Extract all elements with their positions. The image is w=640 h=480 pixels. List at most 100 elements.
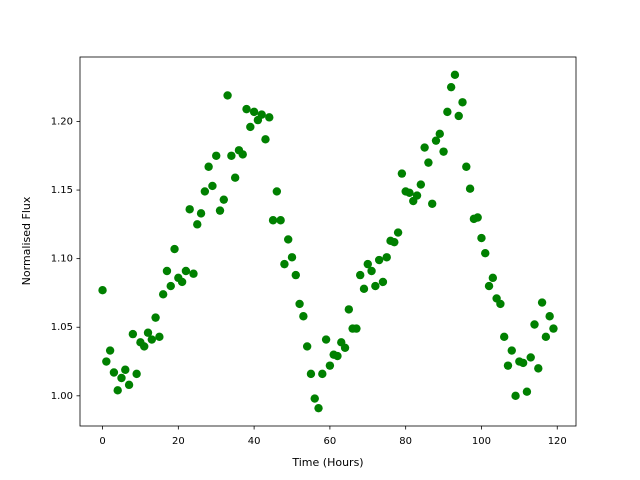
data-point <box>420 143 429 152</box>
data-point <box>511 391 520 401</box>
data-point <box>526 353 535 362</box>
data-point <box>143 328 153 337</box>
data-point <box>333 351 342 361</box>
data-point <box>242 104 251 114</box>
data-point <box>196 209 206 218</box>
data-point <box>299 312 308 321</box>
y-tick-label: 1.15 <box>51 185 73 196</box>
data-point <box>227 151 236 160</box>
data-point <box>549 324 558 333</box>
x-tick-label: 120 <box>548 436 567 447</box>
data-point <box>488 273 498 283</box>
data-point <box>462 162 471 171</box>
data-point <box>371 281 380 291</box>
data-point <box>310 394 319 403</box>
data-point <box>416 180 426 189</box>
data-point <box>499 332 509 342</box>
data-point <box>257 110 266 119</box>
data-point <box>545 312 554 321</box>
data-point <box>530 320 539 329</box>
data-point <box>193 220 202 229</box>
data-point <box>177 277 187 287</box>
data-point <box>318 369 327 379</box>
data-point <box>272 187 282 196</box>
data-point <box>261 135 270 144</box>
data-point <box>215 206 225 215</box>
data-point <box>98 285 107 295</box>
y-tick-label: 1.20 <box>51 116 73 127</box>
data-point <box>518 358 528 368</box>
data-point <box>484 281 494 291</box>
data-point <box>230 173 240 182</box>
data-point <box>321 335 331 344</box>
data-point <box>439 147 448 156</box>
data-point <box>496 299 505 309</box>
plot-frame <box>79 56 577 427</box>
data-point <box>390 237 399 247</box>
x-tick-label: 60 <box>324 436 337 447</box>
data-point <box>428 199 437 208</box>
x-tick-label: 0 <box>99 436 105 447</box>
data-point <box>147 335 157 344</box>
data-point <box>268 216 278 225</box>
data-point <box>249 107 259 117</box>
data-point <box>223 91 232 100</box>
data-point <box>314 403 323 413</box>
data-point <box>507 346 516 355</box>
data-point <box>359 284 369 294</box>
data-point <box>454 111 463 121</box>
data-point <box>113 386 122 395</box>
data-point <box>284 235 293 244</box>
data-point <box>352 324 361 333</box>
data-point <box>382 253 391 262</box>
data-point <box>306 369 316 379</box>
data-point <box>219 195 228 204</box>
data-point <box>121 365 130 374</box>
data-point <box>344 305 354 314</box>
x-axis-label: Time (Hours) <box>291 456 363 469</box>
data-point <box>117 373 126 383</box>
x-tick-label: 40 <box>248 436 261 447</box>
data-point <box>109 368 119 377</box>
data-point <box>105 346 115 355</box>
data-point <box>185 205 194 214</box>
data-point <box>443 107 452 117</box>
data-point <box>204 162 213 171</box>
data-point <box>295 299 304 309</box>
data-point <box>367 266 376 276</box>
data-point <box>170 244 179 254</box>
data-point <box>522 387 532 396</box>
data-point <box>162 266 172 276</box>
y-tick-label: 1.05 <box>51 322 73 333</box>
y-tick-label: 1.10 <box>51 254 73 265</box>
data-point <box>212 151 221 160</box>
data-point <box>200 187 210 196</box>
data-point <box>189 269 198 278</box>
data-point <box>302 342 312 351</box>
y-axis-label: Normalised Flux <box>20 196 33 285</box>
data-point <box>465 184 475 193</box>
data-point <box>534 364 543 373</box>
data-point <box>481 248 490 258</box>
data-point <box>541 332 551 342</box>
data-point <box>280 259 289 269</box>
data-point <box>378 277 388 287</box>
data-point <box>503 361 513 370</box>
data-point <box>140 342 149 351</box>
data-point <box>363 259 372 269</box>
data-point <box>238 150 247 159</box>
data-point <box>424 158 433 167</box>
data-point <box>158 290 168 299</box>
data-point <box>291 270 300 280</box>
data-point <box>124 380 134 390</box>
data-point <box>397 169 407 178</box>
data-point <box>276 216 285 225</box>
x-tick-label: 20 <box>172 436 185 447</box>
data-point <box>473 213 482 222</box>
data-point <box>477 233 486 243</box>
data-point <box>325 361 335 370</box>
data-point <box>435 129 444 139</box>
data-point <box>537 298 547 307</box>
data-point <box>155 332 164 342</box>
